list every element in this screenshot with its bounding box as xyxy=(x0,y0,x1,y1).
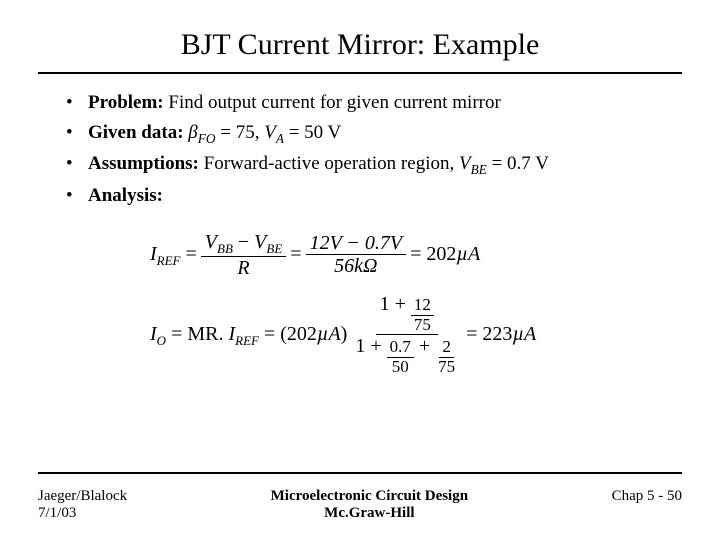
vbe-sub: BE xyxy=(471,162,487,177)
io-result-num: = 223 xyxy=(466,323,512,345)
vbe-sub2: BE xyxy=(266,241,282,256)
vbb-sym: V xyxy=(205,231,217,253)
io-unit: µA xyxy=(512,323,536,345)
io-bot-small1: 0.7 50 xyxy=(387,338,414,376)
slide: { "title": "BJT Current Mirror: Example"… xyxy=(0,0,720,540)
iref-num2: 12V − 0.7V xyxy=(306,232,407,255)
text-problem: Find output current for given current mi… xyxy=(164,92,501,113)
page-title: BJT Current Mirror: Example xyxy=(0,0,720,72)
vbe-sym2: V xyxy=(254,231,266,253)
label-problem: Problem: xyxy=(88,92,164,113)
bullet-assumptions: Assumptions: Forward-active operation re… xyxy=(60,151,660,179)
io-bot-small2: 2 75 xyxy=(435,338,458,376)
label-analysis: Analysis: xyxy=(88,185,163,206)
equation-io: IO = MR. IREF = (202µA) 1 + 12 75 xyxy=(150,293,660,377)
io-bot-num2: 2 xyxy=(439,338,454,358)
io-bot-num1: 0.7 xyxy=(387,338,414,358)
iref-frac2: 12V − 0.7V 56kΩ xyxy=(306,232,407,277)
footer-rule xyxy=(38,472,682,474)
vbb-sub: BB xyxy=(217,241,233,256)
io-bot-den2: 75 xyxy=(435,358,458,377)
content-area: Problem: Find output current for given c… xyxy=(0,74,720,377)
io-sym: I xyxy=(150,323,157,345)
equation-iref: IREF = VBB − VBE R = 12V − 0.7V 56kΩ xyxy=(150,231,660,279)
io-lhs: IO = MR. IREF = (202µA) xyxy=(150,321,347,350)
io-bot-den1: 50 xyxy=(389,358,412,377)
beta-val: = 75, xyxy=(215,122,264,143)
io-paren-close: ) xyxy=(341,323,348,345)
iref-sym: I xyxy=(150,243,157,265)
footer-publisher: Mc.Graw-Hill xyxy=(271,505,468,522)
iref-frac1: VBB − VBE R xyxy=(201,231,287,279)
iref-result-num: = 202 xyxy=(410,243,456,265)
footer-right: Chap 5 - 50 xyxy=(612,488,682,505)
label-given: Given data: xyxy=(88,122,184,143)
io-iref-sub: REF xyxy=(235,333,259,348)
io-result: = 223µA xyxy=(466,321,536,348)
label-assumptions: Assumptions: xyxy=(88,153,199,174)
vbe-val: = 0.7 V xyxy=(487,153,549,174)
footer: Jaeger/Blalock 7/1/03 Microelectronic Ci… xyxy=(38,488,682,522)
io-paren-unit: µA xyxy=(317,323,341,345)
bullet-list: Problem: Find output current for given c… xyxy=(60,90,660,209)
bullet-analysis: Analysis: xyxy=(60,183,660,209)
io-bot-plus: + xyxy=(419,335,435,357)
footer-left: Jaeger/Blalock 7/1/03 xyxy=(38,488,127,522)
footer-author: Jaeger/Blalock xyxy=(38,488,127,505)
io-top-num: 12 xyxy=(411,296,434,316)
text-assumptions: Forward-active operation region, xyxy=(199,153,459,174)
iref-den-R: R xyxy=(233,257,253,279)
iref-result: = 202µA xyxy=(410,241,480,268)
va-val: = 50 V xyxy=(284,122,341,143)
io-paren-val: (202 xyxy=(280,323,317,345)
io-top-small: 12 75 xyxy=(411,296,434,334)
footer-center: Microelectronic Circuit Design Mc.Graw-H… xyxy=(271,488,468,522)
io-bot-left: 1 + xyxy=(355,335,386,357)
eq-equals1: = xyxy=(290,241,301,268)
equations: IREF = VBB − VBE R = 12V − 0.7V 56kΩ xyxy=(150,231,660,377)
va-sym: V xyxy=(264,122,276,143)
io-sub: O xyxy=(157,333,166,348)
io-top-one: 1 + xyxy=(380,293,406,315)
iref-den2: 56kΩ xyxy=(330,255,381,277)
iref-lhs: IREF = xyxy=(150,241,197,270)
va-sub: A xyxy=(276,130,284,145)
bullet-problem: Problem: Find output current for given c… xyxy=(60,90,660,116)
footer-title: Microelectronic Circuit Design xyxy=(271,488,468,505)
beta-sub: FO xyxy=(198,130,216,145)
footer-date: 7/1/03 xyxy=(38,505,127,522)
iref-sub: REF xyxy=(157,253,181,268)
bullet-given: Given data: βFO = 75, VA = 50 V xyxy=(60,120,660,148)
footer-page: Chap 5 - 50 xyxy=(612,488,682,505)
iref-unit: µA xyxy=(456,243,480,265)
vbe-sym: V xyxy=(459,153,471,174)
mr-text: MR. xyxy=(187,323,223,345)
beta-symbol: β xyxy=(188,122,197,143)
io-bigfrac: 1 + 12 75 1 + 0.7 50 + xyxy=(351,293,462,377)
io-top-den: 75 xyxy=(411,316,434,335)
